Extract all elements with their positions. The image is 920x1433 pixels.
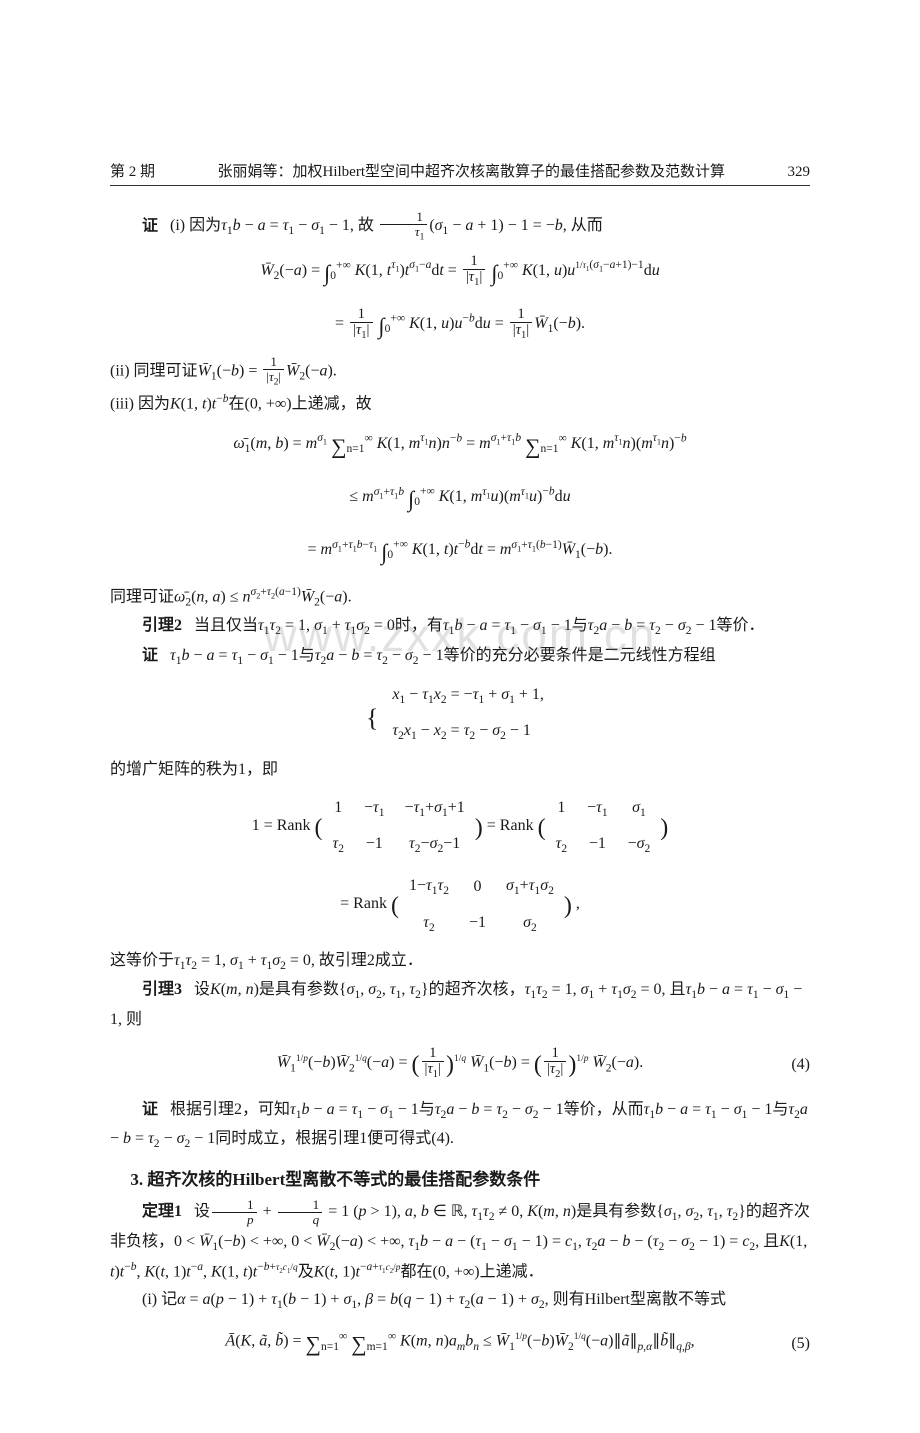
proof1-iii: (iii) 因为K(1, t)t−b在(0, +∞)上递减，故 [110,389,810,418]
lemma2: 引理2 当且仅当τ1τ2 = 1, σ1 + τ1σ2 = 0时，有τ1b − … [110,612,810,641]
equation-omega1a: ω̄1(m, b) = mσ1 ∑n=1∞ K(1, mτ1n)n−b = mσ… [110,424,810,469]
lemma3: 引理3 设K(m, n)是具有参数{σ1, σ2, τ1, τ2}的超齐次核，τ… [110,976,810,1033]
rank-intro: 的增广矩阵的秩为1，即 [110,756,810,784]
theorem1: 定理1 设1p + 1q = 1 (p > 1), a, b ∈ ℝ, τ1τ2… [110,1198,810,1286]
lemma2-label: 引理2 [142,617,182,634]
equation-rank-a: 1 = Rank ( 1−τ1−τ1+σ1+1 τ2−1τ2−σ2−1 ) = … [110,790,810,863]
header-issue: 第 2 期 [110,160,155,181]
proof3: 证 根据引理2，可知τ1b − a = τ1 − σ1 − 1与τ2a − b … [110,1096,810,1155]
proof3-label: 证 [142,1101,158,1118]
proof1-line: 证 (i) 因为τ1b − a = τ1 − σ1 − 1, 故 1τ1(σ1 … [110,210,810,243]
proof2-label: 证 [142,647,158,664]
equation-4: W̄11/p(−b)W̄21/q(−a) = (1|τ1|)1/q W̄1(−b… [110,1040,810,1090]
eqnum-4: (4) [791,1048,810,1082]
header-page-number: 329 [788,164,811,181]
proof1-final: 同理可证ω̄2(n, a) ≤ nσ2+τ2(a−1)W̄2(−a). [110,582,810,613]
proof1-text: (i) 因为τ1b − a = τ1 − σ1 − 1, 故 1τ1(σ1 − … [170,217,603,234]
running-header: 第 2 期 张丽娟等：加权Hilbert型空间中超齐次核离散算子的最佳搭配参数及… [110,160,810,186]
proof2: 证 τ1b − a = τ1 − σ1 − 1与τ2a − b = τ2 − σ… [110,642,810,671]
lemma3-label: 引理3 [142,981,182,998]
body: 证 (i) 因为τ1b − a = τ1 − σ1 − 1, 故 1τ1(σ1 … [110,210,810,1367]
theorem1-label: 定理1 [142,1203,182,1220]
equation-w2a: W̄2(−a) = ∫0+∞ K(1, tτ1)tσ1−adt = 1|τ1| … [110,249,810,296]
equation-5: Ā(K, ã, b̃) = ∑n=1∞ ∑m=1∞ K(m, n)ambn ≤ … [110,1322,810,1367]
proof-label: 证 [142,217,158,234]
page: www.zxxk.com.cn 第 2 期 张丽娟等：加权Hilbert型空间中… [0,0,920,1433]
equation-omega1b: ≤ mσ1+τ1b ∫0+∞ K(1, mτ1u)(mτ1u)−bdu [110,475,810,522]
equation-omega1c: = mσ1+τ1b−τ1 ∫0+∞ K(1, t)t−bdt = mσ1+τ1(… [110,528,810,575]
section-3-title: 3. 超齐次核的Hilbert型离散不等式的最佳搭配参数条件 [110,1165,810,1195]
eqnum-5: (5) [791,1328,810,1362]
equation-w2b: = 1|τ1| ∫0+∞ K(1, u)u−bdu = 1|τ1|W̄1(−b)… [110,302,810,349]
rank-conclusion: 这等价于τ1τ2 = 1, σ1 + τ1σ2 = 0, 故引理2成立． [110,947,810,976]
equation-system: { x1 − τ1x2 = −τ1 + σ1 + 1, τ2x1 − x2 = … [110,677,810,750]
proof1-ii: (ii) 同理可证W̄1(−b) = 1|τ2|W̄2(−a). [110,355,810,388]
theorem1-i: (i) 记α = a(p − 1) + τ1(b − 1) + σ1, β = … [110,1286,810,1315]
equation-rank-b: = Rank ( 1−τ1τ20σ1+τ1σ2 τ2−1σ2 ) , [110,868,810,941]
header-title: 张丽娟等：加权Hilbert型空间中超齐次核离散算子的最佳搭配参数及范数计算 [155,160,787,181]
